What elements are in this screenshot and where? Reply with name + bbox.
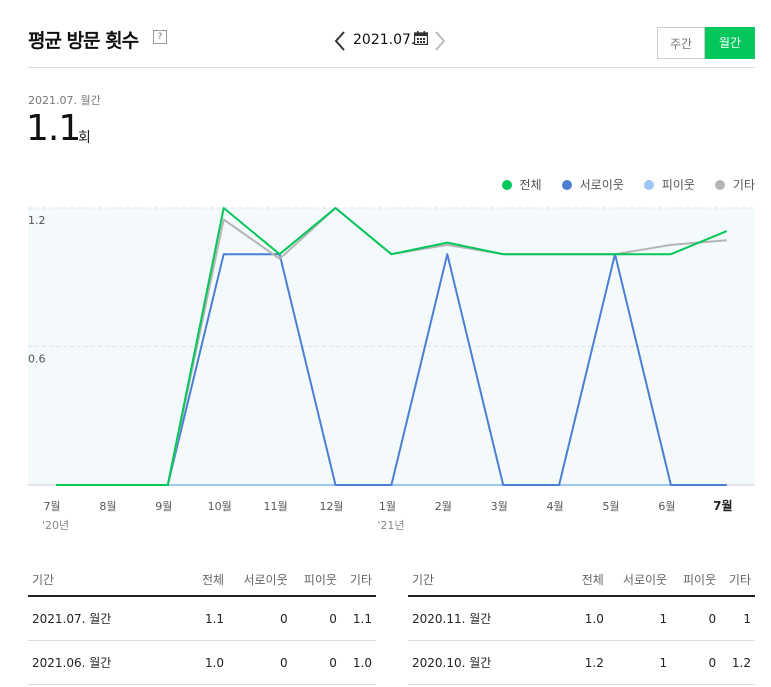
table-cell: 2021.07. 월간	[28, 596, 193, 641]
x-tick-label: 10월	[208, 500, 232, 513]
table-cell: 0	[671, 596, 721, 641]
x-tick-label: 5월	[602, 500, 619, 513]
table-row: 2020.11. 월간 1.0 1 0 1	[408, 596, 755, 641]
x-tick-label: 8월	[99, 500, 116, 513]
tab-weekly[interactable]: 주간	[657, 27, 705, 59]
stats-table-left: 기간 전체 서로이웃 피이웃 기타 2021.07. 월간 1.1 0 0 1.1 2021.06.…	[28, 563, 376, 685]
table-cell: 0	[291, 640, 341, 685]
y-tick-label: 0.6	[28, 353, 46, 366]
x-year-label: '20년	[42, 519, 69, 532]
table-header-cell: 서로이웃	[607, 563, 672, 597]
legend-dot-neighbor	[561, 179, 572, 190]
table-header-cell: 기타	[720, 563, 755, 597]
table-cell: 1.2	[573, 640, 608, 685]
table-header-cell: 기간	[408, 563, 573, 597]
table-cell: 1.0	[193, 640, 229, 685]
table-cell: 0	[671, 640, 721, 685]
stats-table-right: 기간 전체 서로이웃 피이웃 기타 2020.11. 월간 1.0 1 0 1 2020.10. 월…	[408, 563, 755, 685]
series-line-total	[56, 207, 728, 486]
table-cell: 2020.10. 월간	[408, 640, 573, 685]
table-header-cell: 서로이웃	[228, 563, 292, 597]
table-header-cell: 피이웃	[291, 563, 341, 597]
x-tick-label: 3월	[491, 500, 508, 513]
table-cell: 0	[291, 596, 341, 641]
line-chart: 1.2 0.6 7월 8월 9월 10월 11월 12월 1월 2월 3월 4월 5월 6월 7월 '20년 '…	[28, 207, 755, 532]
chevron-left-icon[interactable]	[333, 30, 347, 52]
table-header-row: 기간 전체 서로이웃 피이웃 기타	[28, 563, 376, 597]
x-tick-label: 6월	[658, 500, 675, 513]
table-header-cell: 전체	[573, 563, 608, 597]
legend-dot-buddy	[643, 179, 654, 190]
header-divider	[28, 67, 755, 68]
x-tick-label: 9월	[155, 500, 172, 513]
table-cell: 1	[607, 596, 672, 641]
table-cell: 1	[607, 640, 672, 685]
x-tick-label: 12월	[319, 500, 343, 513]
legend-item-buddy[interactable]: 피이웃	[643, 176, 695, 193]
x-tick-label: 7월	[43, 500, 60, 513]
summary-label: 2021.07. 월간	[28, 94, 101, 107]
table-cell: 2021.06. 월간	[28, 640, 193, 685]
legend-item-total[interactable]: 전체	[501, 176, 542, 193]
page-title: 평균 방문 횟수	[28, 30, 139, 52]
legend-label-buddy: 피이웃	[661, 178, 695, 192]
tab-monthly[interactable]: 월간	[705, 27, 755, 59]
x-tick-label: 11월	[264, 500, 288, 513]
chart-legend: 전체 서로이웃 피이웃 기타	[482, 176, 755, 193]
legend-label-other: 기타	[732, 178, 755, 192]
table-cell: 1	[720, 596, 755, 641]
legend-label-total: 전체	[519, 178, 542, 192]
table-cell: 1.1	[193, 596, 229, 641]
chevron-right-icon[interactable]	[433, 30, 447, 52]
legend-dot-total	[501, 179, 512, 190]
legend-item-neighbor[interactable]: 서로이웃	[561, 176, 624, 193]
legend-dot-other	[714, 179, 725, 190]
table-row: 2020.10. 월간 1.2 1 0 1.2	[408, 640, 755, 685]
table-header-cell: 피이웃	[671, 563, 721, 597]
y-tick-label: 1.2	[28, 214, 46, 227]
table-cell: 2020.11. 월간	[408, 596, 573, 641]
x-tick-label: 7월	[713, 498, 732, 513]
period-label: 2021.07.	[353, 32, 416, 48]
table-cell: 1.0	[573, 596, 608, 641]
table-cell: 1.0	[340, 640, 376, 685]
table-cell: 0	[228, 596, 292, 641]
legend-label-neighbor: 서로이웃	[579, 178, 624, 192]
summary-value: 1.1	[26, 108, 81, 149]
table-cell: 0	[228, 640, 292, 685]
x-tick-label: 2월	[435, 500, 452, 513]
help-icon[interactable]: ?	[153, 30, 167, 44]
table-cell: 1.1	[340, 596, 376, 641]
table-cell: 1.2	[720, 640, 755, 685]
table-header-cell: 기간	[28, 563, 193, 597]
table-header-cell: 전체	[193, 563, 229, 597]
summary-unit: 회	[78, 130, 91, 146]
x-tick-label: 1월	[379, 500, 396, 513]
table-header-row: 기간 전체 서로이웃 피이웃 기타	[408, 563, 755, 597]
table-row: 2021.07. 월간 1.1 0 0 1.1	[28, 596, 376, 641]
table-header-cell: 기타	[340, 563, 376, 597]
calendar-icon[interactable]	[414, 31, 428, 45]
x-year-label: '21년	[377, 519, 404, 532]
legend-item-other[interactable]: 기타	[714, 176, 755, 193]
table-row: 2021.06. 월간 1.0 0 0 1.0	[28, 640, 376, 685]
x-tick-label: 4월	[547, 500, 564, 513]
